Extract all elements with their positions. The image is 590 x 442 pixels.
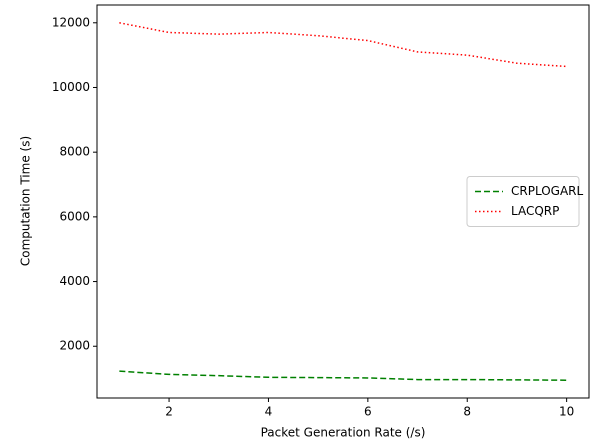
y-tick-label: 12000 (52, 15, 90, 29)
x-tick-label: 4 (265, 405, 273, 419)
legend-label: LACQRP (511, 204, 559, 218)
x-tick-label: 2 (165, 405, 173, 419)
legend: CRPLOGARL LACQRP (466, 176, 584, 227)
y-tick-label: 6000 (59, 209, 90, 223)
y-tick-label: 8000 (59, 145, 90, 159)
y-tick-label: 4000 (59, 274, 90, 288)
series-line (119, 370, 567, 381)
x-axis-label: Packet Generation Rate (/s) (261, 426, 426, 440)
x-tick-label: 6 (364, 405, 372, 419)
series-line (119, 22, 567, 68)
legend-box (466, 176, 580, 227)
y-tick-label: 2000 (59, 339, 90, 353)
plot-frame (96, 4, 590, 399)
y-tick-label: 10000 (52, 80, 90, 94)
legend-label: CRPLOGARL (511, 184, 584, 198)
x-tick-label: 8 (463, 405, 471, 419)
x-tick-label: 10 (559, 405, 574, 419)
y-axis-label: Computation Time (s) (19, 136, 33, 266)
